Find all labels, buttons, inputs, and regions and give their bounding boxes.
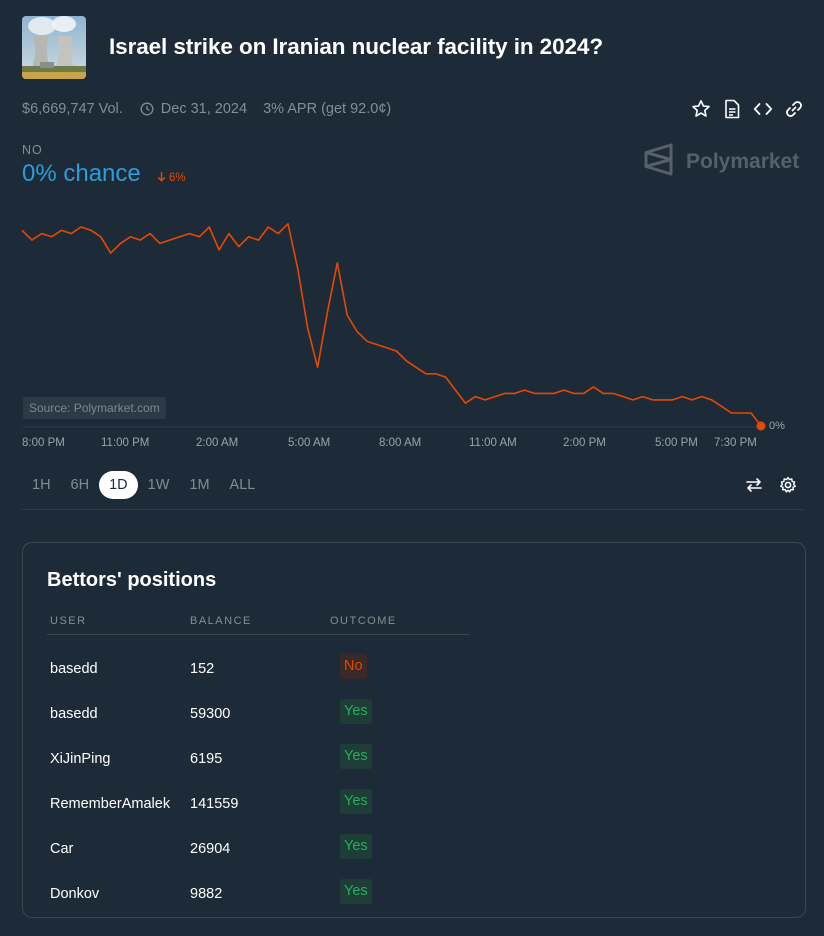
brand-name: Polymarket bbox=[686, 150, 800, 173]
chance-change-value: 6% bbox=[169, 172, 186, 184]
range-1w[interactable]: 1W bbox=[147, 477, 170, 493]
market-meta: $6,669,747 Vol. Dec 31, 2024 3% APR (get… bbox=[22, 101, 391, 117]
brand-logo: Polymarket bbox=[643, 143, 799, 181]
chance-change: 6% bbox=[157, 171, 186, 185]
outcome-badge: Yes bbox=[340, 879, 372, 904]
swap-icon[interactable] bbox=[744, 475, 764, 495]
x-tick-label: 8:00 PM bbox=[22, 437, 65, 449]
code-icon[interactable] bbox=[753, 98, 773, 120]
clock-icon bbox=[140, 102, 154, 116]
x-tick-label: 2:00 AM bbox=[196, 437, 239, 449]
x-tick-label: 5:00 AM bbox=[288, 437, 331, 449]
table-row: basedd 152 No bbox=[23, 654, 805, 684]
column-header-outcome: OUTCOME bbox=[330, 615, 397, 627]
table-row: Car 26904 Yes bbox=[23, 834, 805, 864]
x-tick-label: 7:30 PM bbox=[714, 437, 757, 449]
user-cell[interactable]: Car bbox=[50, 841, 74, 857]
user-cell[interactable]: basedd bbox=[50, 661, 98, 677]
gear-icon[interactable] bbox=[778, 475, 798, 495]
user-cell[interactable]: Donkov bbox=[50, 886, 100, 902]
outcome-badge: Yes bbox=[340, 699, 372, 724]
market-thumbnail bbox=[22, 16, 86, 79]
column-header-balance: BALANCE bbox=[190, 615, 252, 627]
document-icon[interactable] bbox=[722, 98, 742, 120]
positions-title: Bettors' positions bbox=[47, 569, 217, 591]
outcome-badge: Yes bbox=[340, 834, 372, 859]
price-line bbox=[21, 223, 762, 427]
price-end-dot bbox=[756, 421, 766, 431]
volume-text: $6,669,747 Vol. bbox=[22, 101, 123, 117]
x-tick-label: 2:00 PM bbox=[563, 437, 606, 449]
balance-cell: 152 bbox=[190, 661, 215, 677]
balance-cell: 6195 bbox=[190, 751, 223, 767]
range-6h[interactable]: 6H bbox=[70, 477, 90, 493]
end-date-text: Dec 31, 2024 bbox=[160, 101, 248, 117]
table-row: RememberAmalek 141559 Yes bbox=[23, 789, 805, 819]
range-1h[interactable]: 1H bbox=[32, 477, 51, 493]
chart-series bbox=[21, 223, 766, 431]
arrow-down-icon bbox=[157, 171, 166, 185]
user-cell[interactable]: XiJinPing bbox=[50, 751, 111, 767]
range-1m[interactable]: 1M bbox=[189, 477, 210, 493]
polymarket-logo-icon bbox=[643, 143, 674, 181]
outcome-badge: Yes bbox=[340, 789, 372, 814]
user-cell[interactable]: basedd bbox=[50, 706, 98, 722]
section-divider bbox=[22, 509, 805, 510]
apr-text[interactable]: 3% APR (get 92.0¢) bbox=[263, 101, 392, 117]
x-tick-label: 8:00 AM bbox=[379, 437, 422, 449]
table-row: basedd 59300 Yes bbox=[23, 699, 805, 729]
table-row: XiJinPing 6195 Yes bbox=[23, 744, 805, 774]
range-1d[interactable]: 1D bbox=[99, 471, 138, 499]
table-row: Donkov 9882 Yes bbox=[23, 879, 805, 909]
balance-cell: 141559 bbox=[190, 796, 239, 812]
time-range-selector: 1H 6H 1D 1W 1M ALL bbox=[22, 471, 265, 499]
positions-card: Bettors' positions USER BALANCE OUTCOME … bbox=[22, 542, 806, 918]
link-icon[interactable] bbox=[784, 98, 804, 120]
balance-cell: 9882 bbox=[190, 886, 223, 902]
user-cell[interactable]: RememberAmalek bbox=[50, 796, 171, 812]
balance-cell: 59300 bbox=[190, 706, 231, 722]
outcome-badge: Yes bbox=[340, 744, 372, 769]
balance-cell: 26904 bbox=[190, 841, 231, 857]
outcome-badge: No bbox=[340, 654, 367, 679]
market-title: Israel strike on Iranian nuclear facilit… bbox=[109, 34, 603, 59]
x-tick-label: 11:00 AM bbox=[469, 437, 517, 449]
market-actions bbox=[691, 98, 804, 120]
column-header-user: USER bbox=[50, 615, 87, 627]
outcome-label: NO bbox=[22, 143, 43, 157]
header-rule bbox=[47, 634, 469, 635]
chart-end-value: 0% bbox=[769, 420, 785, 432]
chart-tools bbox=[744, 475, 798, 495]
x-tick-label: 11:00 PM bbox=[101, 437, 150, 449]
chart-source: Source: Polymarket.com bbox=[23, 397, 166, 419]
range-all[interactable]: ALL bbox=[229, 477, 256, 493]
price-chart bbox=[21, 223, 766, 431]
x-tick-label: 5:00 PM bbox=[655, 437, 698, 449]
star-icon[interactable] bbox=[691, 98, 711, 120]
chance-value: 0% chance bbox=[22, 160, 141, 187]
